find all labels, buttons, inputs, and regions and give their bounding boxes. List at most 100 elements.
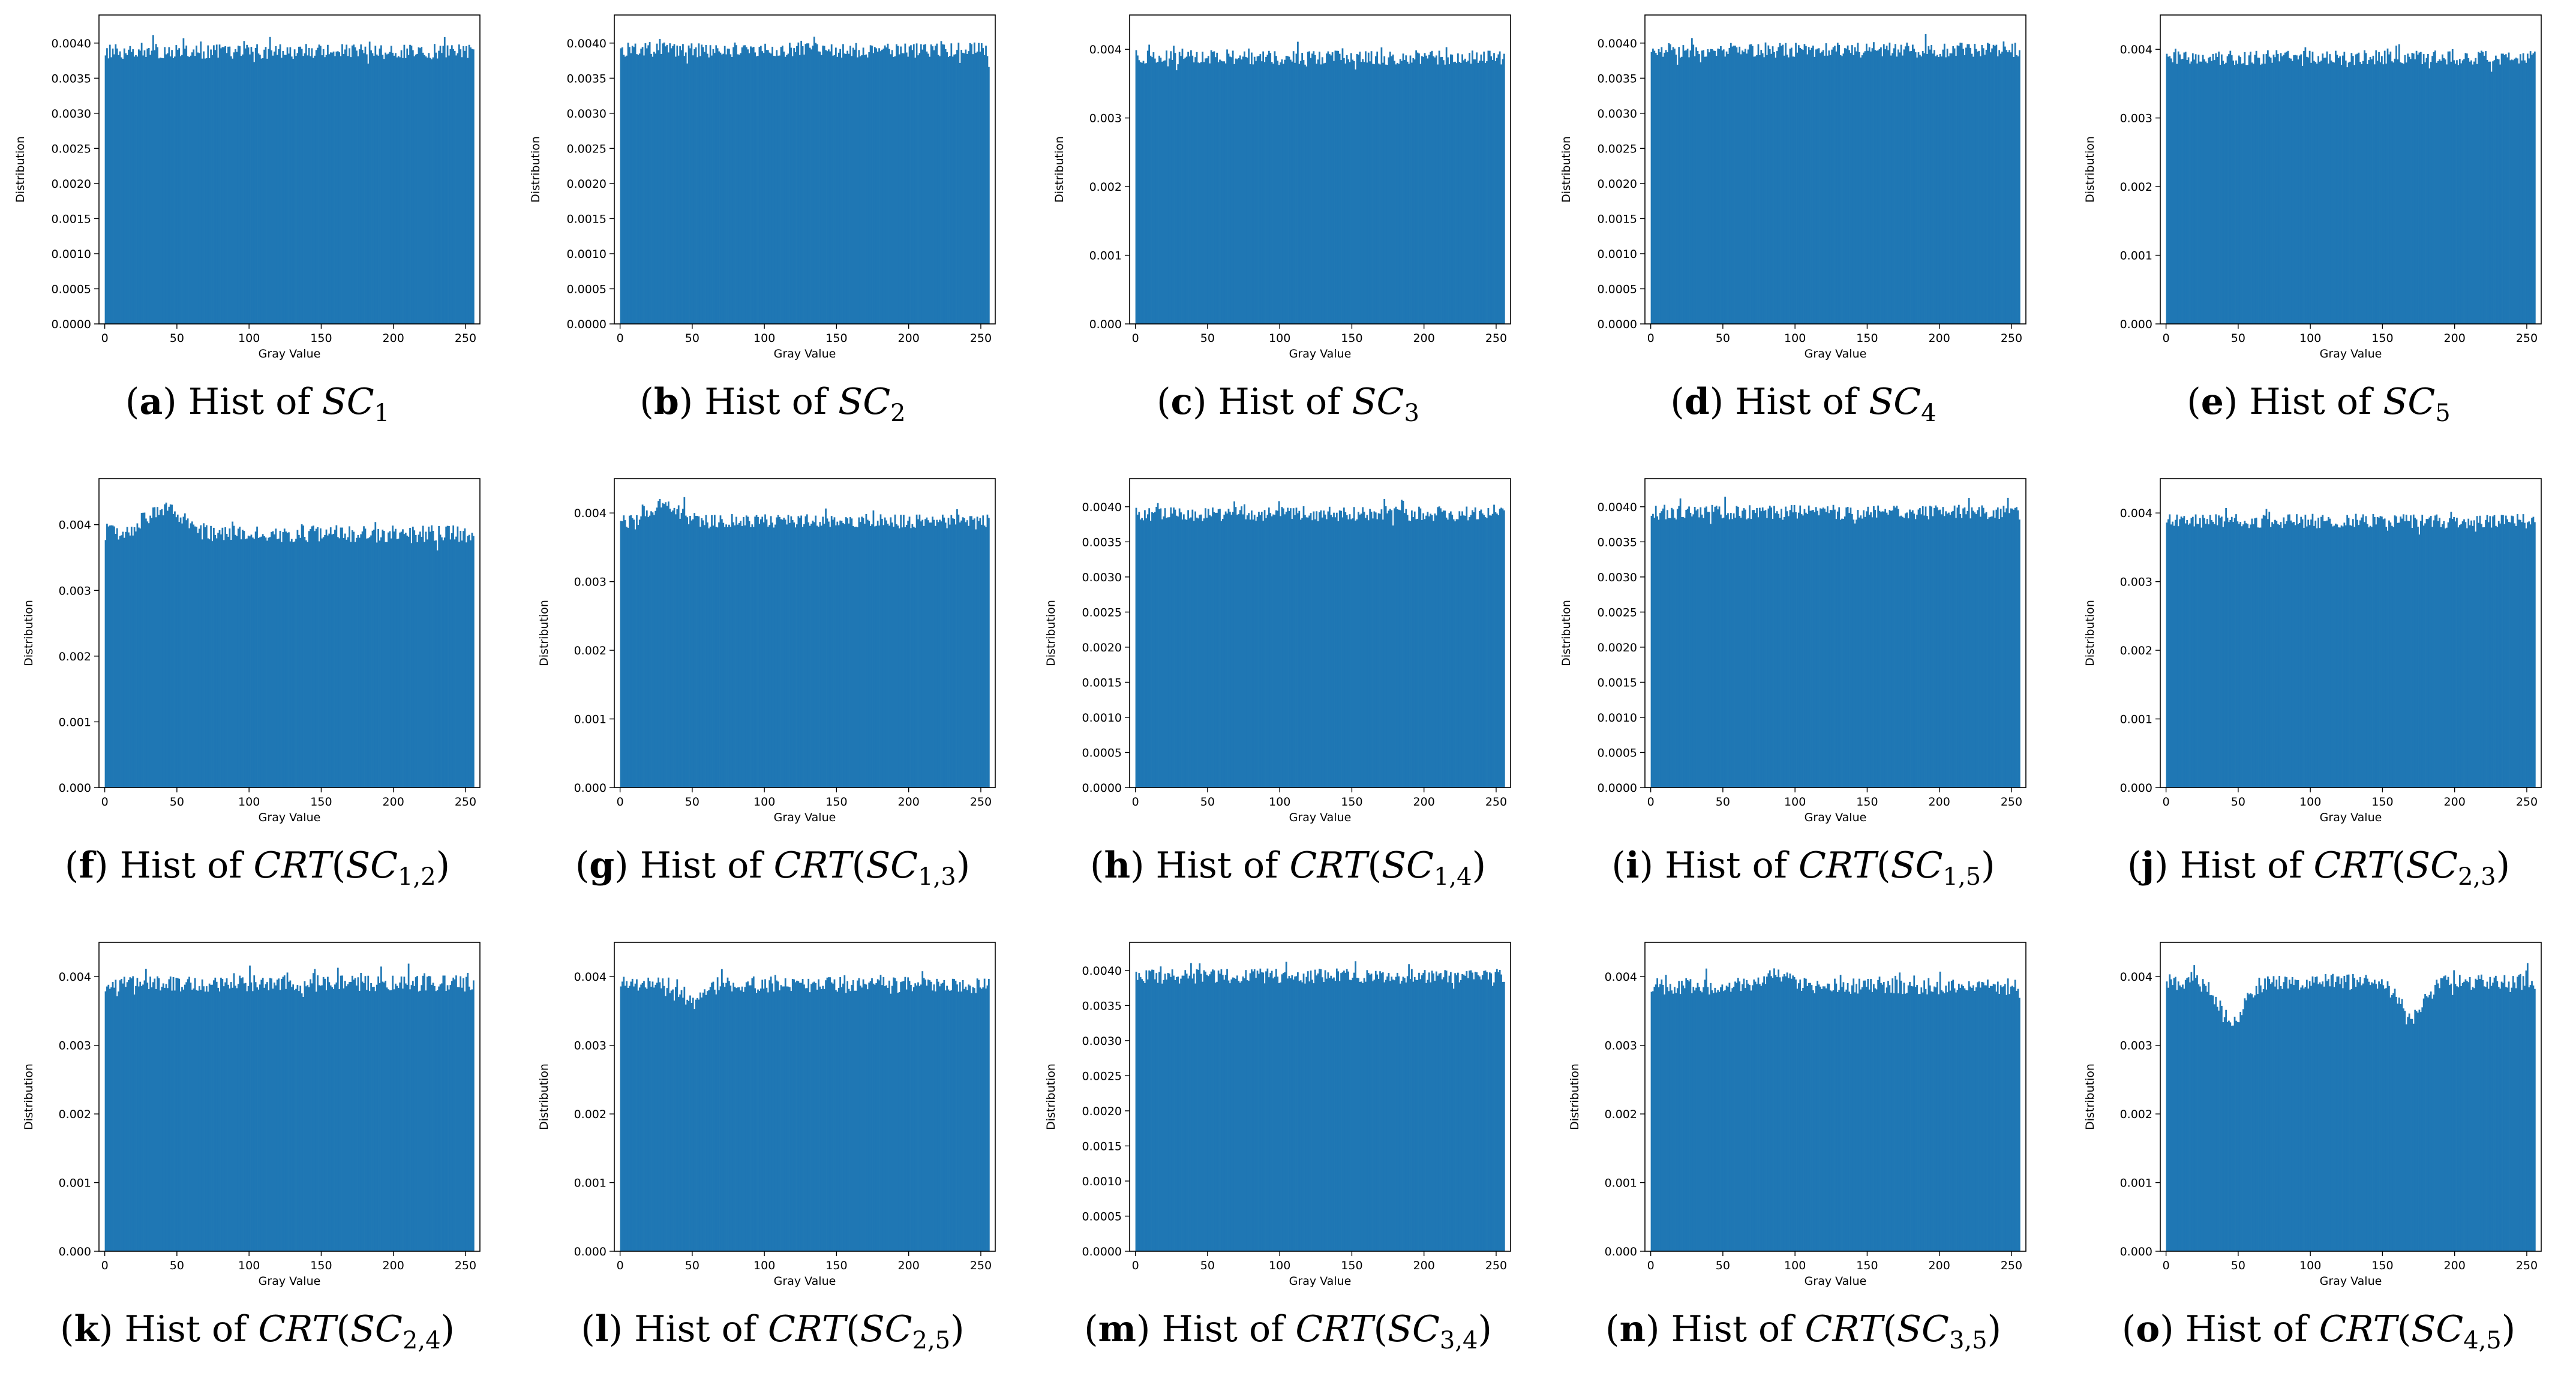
histogram-bar [2319,528,2321,788]
histogram-bar [901,527,903,788]
histogram-bar [1671,990,1673,1251]
histogram-bar [393,531,395,788]
histogram-bar [2303,527,2305,788]
x-tick-label: 50 [2231,1259,2245,1272]
histogram-bar [1213,512,1215,788]
histogram-bar [1308,981,1311,1251]
histogram-bar [312,58,314,325]
histogram-bar [2478,975,2479,1251]
histogram-bar [1223,514,1226,788]
histogram-bar [2007,978,2009,1251]
histogram-bar [696,998,698,1251]
histogram-bar [1959,43,1962,324]
histogram-bar [1221,975,1224,1251]
histogram-bar [1490,973,1493,1251]
histogram-bar [1194,57,1196,325]
histogram-bar [2466,53,2468,324]
histogram-bar [793,522,795,788]
histogram-bar [959,62,961,325]
histogram-bar [859,986,861,1251]
histogram-bar [752,976,755,1251]
histogram-bar [1851,45,1853,324]
histogram-bar [2503,55,2506,324]
histogram-bar [152,982,154,1251]
histogram-bar [1491,59,1494,325]
histogram-bar [1848,513,1850,788]
histogram-bar [1948,512,1950,788]
histogram-bar [406,48,409,324]
histogram-bar [1893,48,1895,325]
histogram-bar [2444,528,2446,788]
histogram-bar [304,53,306,324]
histogram-bar [2001,52,2003,325]
histogram-bar [2486,515,2488,788]
x-tick-label: 50 [685,795,699,809]
x-axis: 0 50 100 150 200 250 [2163,1251,2538,1272]
histogram-bar [933,984,935,1251]
histogram-bar [133,527,136,788]
histogram-bar [873,47,876,324]
histogram-bars [2166,507,2536,788]
histogram-bar [901,53,903,324]
histogram-bar [1929,985,1931,1251]
histogram-bar [1392,54,1394,324]
histogram-bar [1145,518,1148,788]
histogram-bar [754,516,756,788]
histogram-bar [965,986,967,1251]
y-tick-label: 0.004 [2120,507,2152,520]
histogram-bar [233,973,235,1251]
histogram-bar [1779,518,1781,788]
x-tick-label: 150 [1341,332,1362,345]
histogram-bar [672,46,674,324]
histogram-bar [2349,61,2351,324]
histogram-bar [1175,515,1178,788]
histogram-bar [271,978,272,1251]
histogram-bar [357,977,359,1251]
histogram-bar [246,538,248,788]
histogram-bar [689,516,691,788]
histogram-bar [1707,49,1709,324]
histogram-bar [2291,522,2293,788]
histogram-bar [351,530,353,788]
histogram-bar [1772,977,1774,1251]
histogram-bar [842,983,844,1251]
histogram-bar [215,981,218,1251]
y-tick-label: 0.0025 [1082,1069,1122,1083]
histogram-bar [2325,521,2326,788]
histogram-bar [927,980,929,1251]
histogram-bar [1906,993,1908,1251]
histogram-bar [1722,49,1725,324]
histogram-bar [389,990,391,1251]
histogram-bar [184,49,186,324]
histogram-bar [385,52,387,324]
histogram-bar [1941,56,1942,324]
histogram-bar [2239,57,2242,325]
histogram-bar [1311,980,1313,1251]
histogram-bar [1362,507,1364,788]
histogram-bar [682,509,684,788]
y-tick-label: 0.003 [2120,1040,2152,1053]
histogram-bar [463,46,464,324]
histogram-bar [776,980,778,1251]
histogram-bar [1831,991,1833,1251]
histogram-bar [214,977,217,1251]
histogram-bar [2001,517,2003,788]
x-tick-label: 200 [1413,332,1435,345]
histogram-bar [2457,527,2460,788]
histogram-bar [2007,52,2009,324]
histogram-bar [951,978,954,1251]
y-axis: 0.0000.0010.0020.0030.004 [1605,971,1645,1258]
histogram-bar [2305,56,2308,324]
histogram-bar [1700,990,1702,1251]
histogram-bar [167,53,169,324]
histogram-bar [1271,971,1273,1251]
histogram-bar [2297,59,2299,324]
histogram-bar [2219,517,2221,788]
plot-frame [2160,14,2542,325]
x-tick-label: 50 [170,795,184,809]
histogram-bar [777,515,779,788]
x-tick-label: 150 [1856,332,1878,345]
histogram-bar [1199,63,1201,324]
histogram-bar [317,975,319,1251]
y-tick-label: 0.0005 [1598,283,1637,296]
